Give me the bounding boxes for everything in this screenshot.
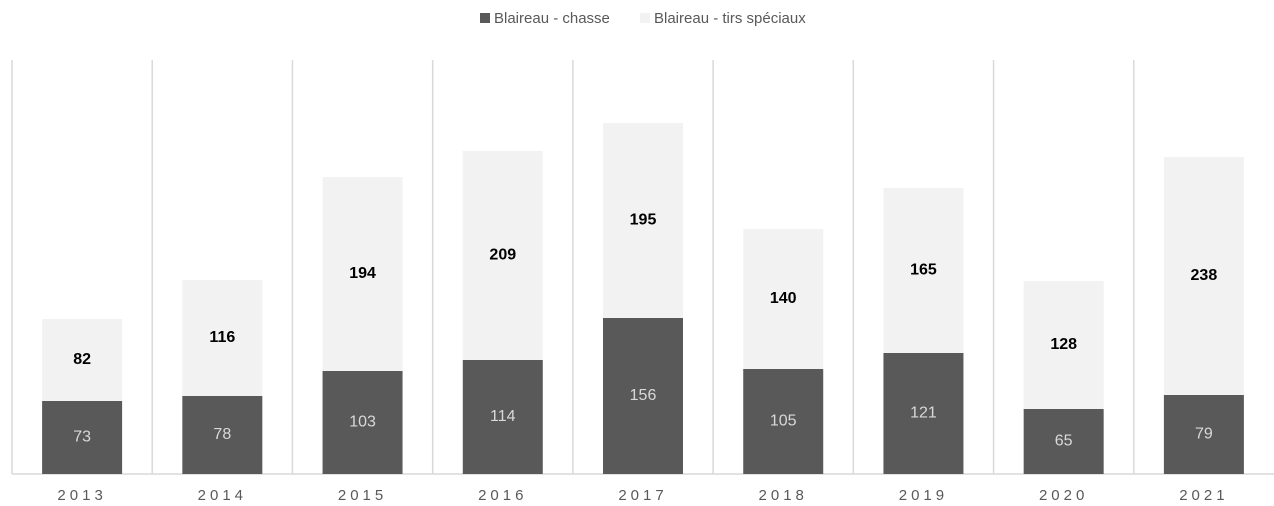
data-label: 128 (1050, 336, 1077, 353)
bar-segment (883, 188, 964, 353)
bar-segment (1163, 395, 1244, 474)
bar-segment (182, 280, 263, 396)
x-tick-label: 2013 (57, 487, 106, 504)
legend-label: Blaireau - chasse (494, 10, 610, 27)
bar-segment (743, 369, 824, 474)
data-label: 65 (1055, 433, 1073, 450)
data-label: 165 (910, 262, 937, 279)
bar-segment (603, 123, 683, 318)
bar-segment (1023, 409, 1104, 474)
data-label: 238 (1191, 267, 1218, 284)
bar-segment (182, 396, 263, 474)
bar-segment (1163, 157, 1244, 395)
data-label: 82 (73, 351, 91, 368)
bar-segment (1023, 281, 1104, 409)
bar-segment (322, 371, 403, 474)
x-tick-label: 2017 (618, 487, 667, 504)
legend-label: Blaireau - tirs spéciaux (654, 10, 806, 27)
bar-segment (743, 229, 824, 369)
legend-swatch (480, 13, 490, 23)
data-label: 103 (349, 414, 376, 431)
data-label: 121 (910, 405, 937, 422)
x-tick-label: 2015 (338, 487, 387, 504)
data-label: 209 (489, 247, 516, 264)
data-label: 78 (213, 426, 231, 443)
bar-segment (603, 318, 683, 474)
x-tick-label: 2019 (899, 487, 948, 504)
data-label: 79 (1195, 426, 1213, 443)
data-label: 114 (490, 408, 516, 425)
data-label: 194 (349, 265, 376, 282)
legend-swatch (640, 13, 650, 23)
bar-segment (883, 353, 964, 474)
bar-segment (462, 360, 543, 474)
data-label: 140 (770, 290, 797, 307)
data-label: 116 (209, 329, 235, 346)
x-tick-label: 2020 (1039, 487, 1088, 504)
bar-segment (42, 319, 123, 401)
x-tick-label: 2016 (478, 487, 527, 504)
x-tick-label: 2018 (759, 487, 808, 504)
bar-segment (462, 151, 543, 360)
x-tick-label: 2021 (1179, 487, 1228, 504)
data-label: 73 (73, 429, 91, 446)
data-label: 195 (630, 212, 657, 229)
data-label: 156 (630, 387, 657, 404)
bar-segment (42, 401, 123, 474)
data-label: 105 (770, 413, 797, 430)
x-tick-label: 2014 (198, 487, 247, 504)
bar-segment (322, 177, 403, 371)
